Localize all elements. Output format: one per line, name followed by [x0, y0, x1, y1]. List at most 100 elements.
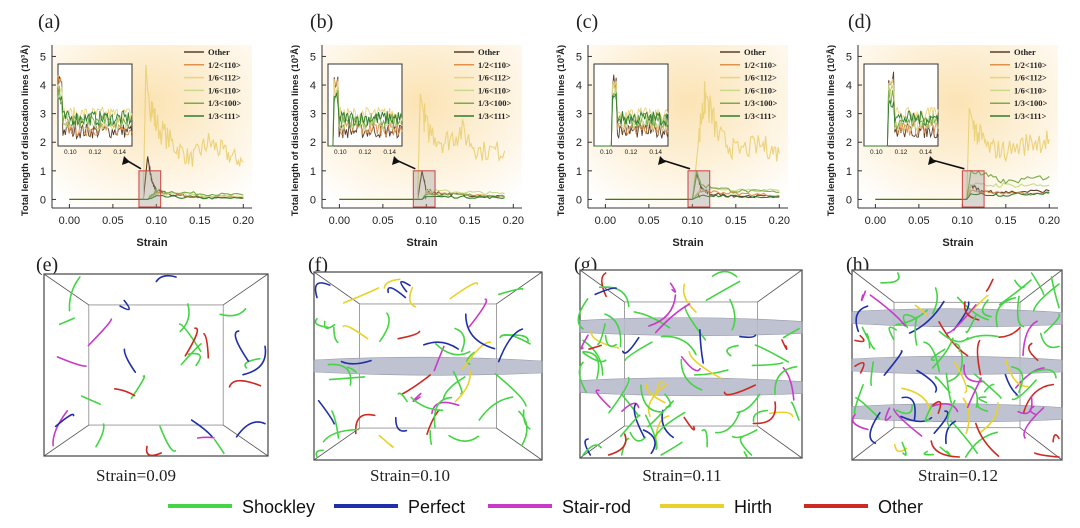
y-tick-label: 4 — [576, 80, 582, 92]
inset-series-6 — [328, 92, 402, 147]
perspective-edge — [313, 271, 360, 305]
perspective-edge — [757, 269, 803, 303]
dislocation-line — [621, 394, 639, 417]
dislocation-line — [953, 342, 961, 352]
perspective-edge — [1019, 427, 1063, 461]
dislocation-line — [429, 430, 433, 445]
inset-x-tick-label: 0.12 — [625, 149, 638, 156]
dislocation-line — [454, 370, 472, 403]
dislocation-line — [184, 327, 199, 357]
dislocation-line — [752, 409, 769, 422]
inset-x-tick-label: 0.12 — [359, 149, 372, 156]
dislocation-line — [346, 366, 357, 373]
y-tick-label: 3 — [310, 109, 316, 121]
y-tick-label: 2 — [310, 137, 316, 149]
dislocation-line — [914, 316, 918, 346]
dislocation-line — [883, 350, 903, 376]
dislocation-line — [582, 339, 604, 376]
x-tick-label: 0.20 — [769, 215, 790, 227]
dislocation-line — [95, 423, 105, 448]
x-tick-label: 0.20 — [503, 215, 524, 227]
dislocation-line — [624, 341, 653, 361]
chart-panel-b: 0 1 2 3 4 5 0.00 0.05 0.10 0.15 0.20 Strain Total le… — [290, 45, 524, 249]
dislocation-line — [701, 429, 708, 448]
y-axis-label: Total length of dislocation lines (10³Å) — [826, 45, 837, 216]
legend-entry: 1/3<100> — [208, 98, 241, 108]
dislocation-line — [934, 375, 951, 394]
x-tick-label: 0.00 — [865, 215, 886, 227]
dislocation-line — [577, 298, 589, 330]
zoom-arrow-head — [658, 156, 666, 165]
legend-label-stair-rod: Stair-rod — [562, 497, 631, 517]
panel-label-e: (e) — [36, 254, 58, 276]
snapshot-box-g — [577, 269, 803, 459]
x-tick-label: 0.05 — [638, 215, 659, 227]
dislocation-line — [752, 401, 777, 425]
inset-x-tick-label: 0.14 — [919, 149, 932, 156]
dislocation-line — [962, 397, 970, 434]
y-tick-label: 0 — [846, 194, 852, 206]
perspective-edge — [313, 427, 360, 461]
perspective-edge — [851, 427, 895, 461]
dislocation-line — [888, 326, 897, 341]
dislocation-line — [976, 339, 982, 376]
dislocation-line — [714, 410, 741, 434]
legend-entry: 1/6<110> — [1014, 85, 1047, 95]
dislocation-line — [976, 402, 989, 412]
legend-entry: Other — [1014, 47, 1036, 57]
twin-boundary-plane — [313, 356, 543, 376]
dislocation-line — [397, 392, 408, 403]
simulation-box-outer — [579, 269, 803, 459]
dislocation-line — [423, 341, 459, 350]
dislocation-line — [1043, 313, 1061, 334]
panel-label-d: (d) — [848, 11, 871, 33]
dislocation-line — [621, 402, 640, 412]
dislocation-line — [723, 384, 756, 396]
dislocation-line — [1015, 367, 1045, 389]
y-tick-label: 0 — [40, 194, 46, 206]
dislocation-line — [123, 348, 137, 373]
inset-x-tick-label: 0.14 — [113, 149, 126, 156]
dislocation-line — [944, 420, 956, 445]
perspective-edge — [496, 427, 543, 461]
dislocation-line — [597, 323, 606, 346]
panel-label-b: (b) — [310, 11, 333, 33]
x-tick-label: 0.15 — [725, 215, 746, 227]
x-axis-label: Strain — [406, 237, 437, 249]
dislocation-line — [782, 327, 800, 339]
dislocation-line — [924, 404, 933, 423]
x-tick-label: 0.15 — [189, 215, 210, 227]
dislocation-line — [394, 416, 408, 432]
dislocation-line — [647, 383, 667, 417]
dislocation-line — [854, 361, 865, 374]
zoom-region — [687, 170, 711, 208]
snapshot-caption-f: Strain=0.10 — [370, 466, 450, 485]
dislocation-line — [654, 303, 691, 334]
dislocation-line — [853, 384, 864, 415]
zoom-arrow-head — [122, 156, 130, 165]
y-axis-label: Total length of dislocation lines (10³Å) — [290, 45, 301, 216]
dislocation-line — [145, 445, 162, 457]
x-tick-label: 0.05 — [372, 215, 393, 227]
dislocation-line — [860, 290, 867, 302]
dislocation-line — [213, 438, 225, 455]
dislocation-line — [1027, 342, 1039, 361]
dislocation-line — [855, 305, 869, 333]
dislocation-line — [933, 410, 949, 434]
dislocation-line — [981, 299, 992, 318]
dislocation-line — [973, 373, 1002, 399]
dislocation-line — [410, 396, 444, 412]
dislocation-type-legend: Shockley Perfect Stair-rod Hirth Other — [168, 497, 923, 517]
perspective-edge — [851, 269, 895, 303]
legend-entry: 1/6<110> — [208, 85, 241, 95]
dislocation-line — [402, 374, 432, 395]
dislocation-line — [983, 383, 995, 393]
snapshot-caption-h: Strain=0.12 — [918, 466, 998, 485]
y-tick-label: 1 — [576, 166, 582, 178]
dislocation-line — [660, 441, 683, 456]
perspective-edge — [222, 273, 269, 306]
dislocation-line — [219, 308, 247, 317]
perspective-edge — [222, 424, 269, 457]
dislocation-line — [985, 278, 994, 292]
dislocation-line — [314, 317, 330, 329]
